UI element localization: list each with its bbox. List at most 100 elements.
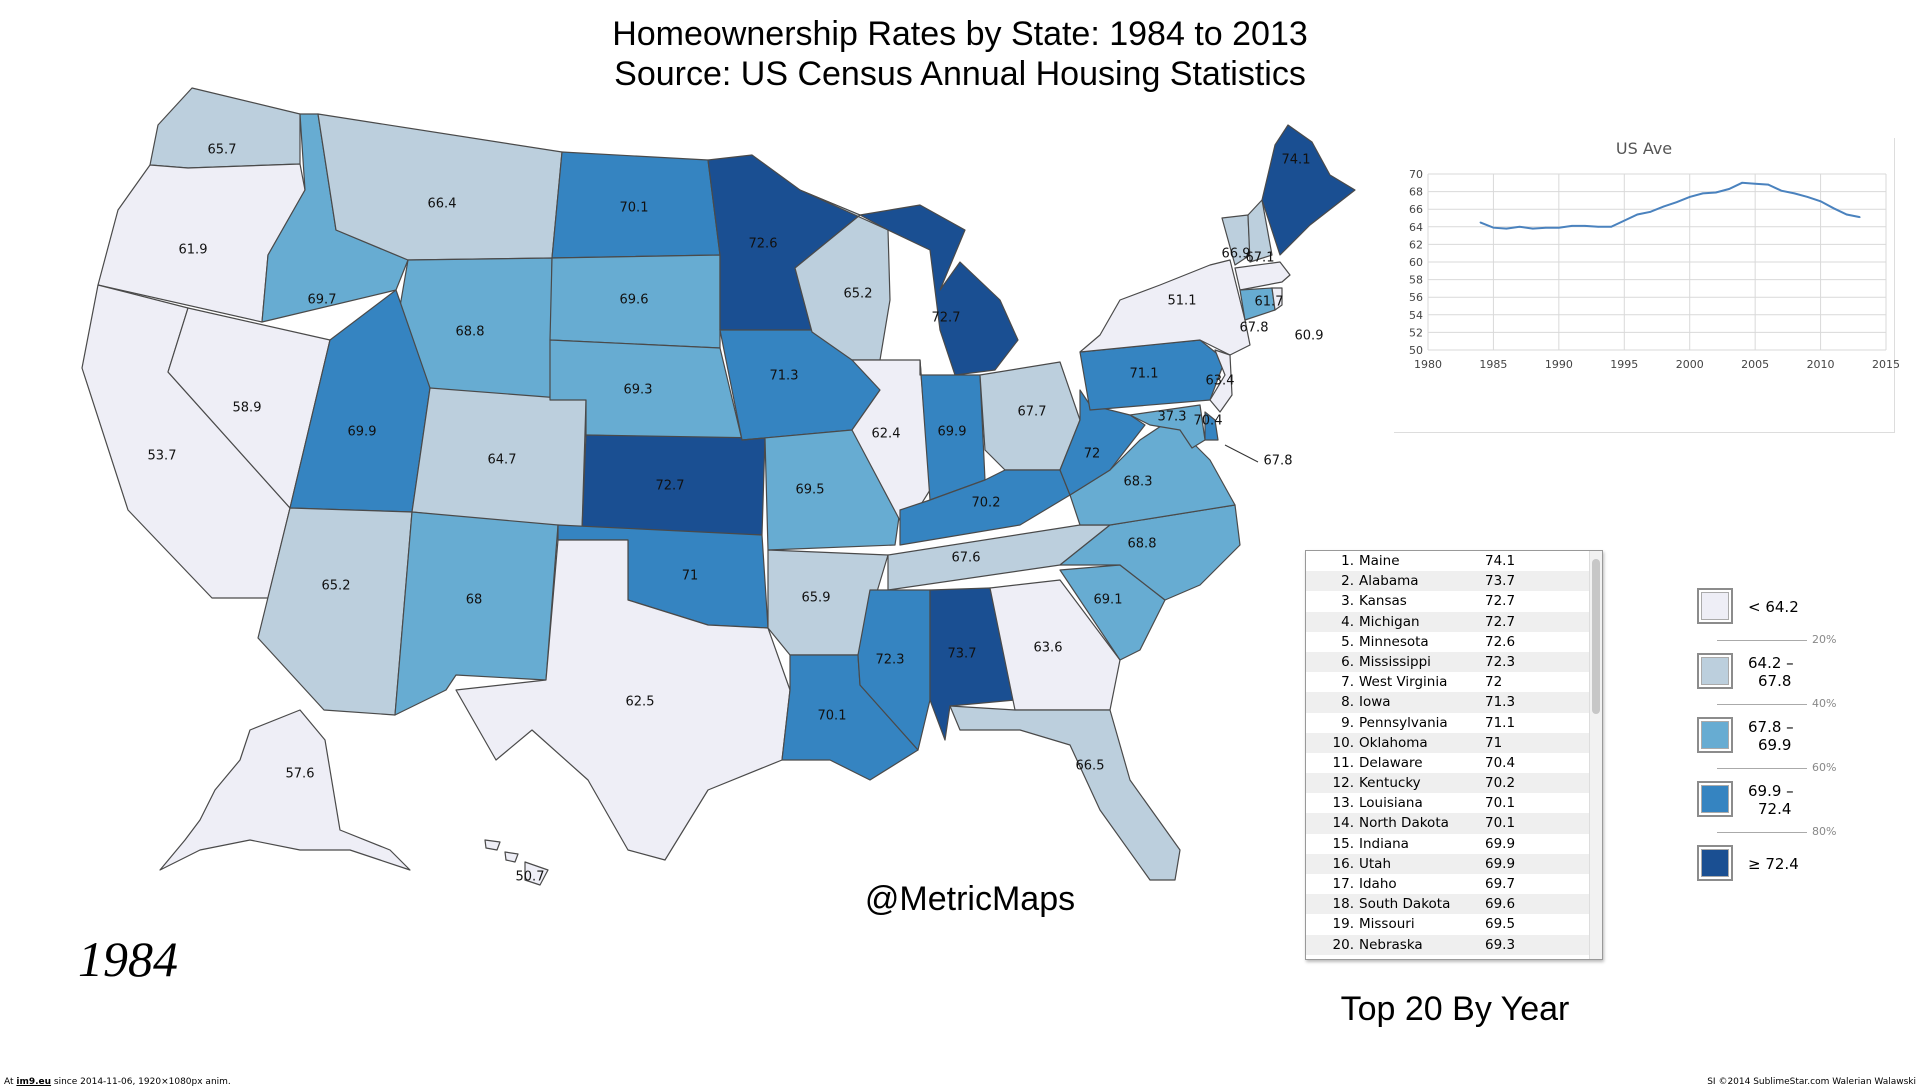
state-me [1261, 124, 1356, 256]
legend-label-1-text: < 64.2 [1748, 598, 1799, 616]
legend-swatch-1 [1697, 588, 1733, 624]
row-value: 69.6 [1485, 896, 1516, 913]
row-state-name: Missouri [1359, 916, 1415, 933]
row-value: 72.7 [1485, 613, 1516, 630]
row-value: 69.9 [1485, 835, 1516, 852]
row-state-name: Oklahoma [1359, 734, 1428, 751]
map-title: Homeownership Rates by State: 1984 to 20… [612, 15, 1308, 53]
label-la: 70.1 [818, 709, 847, 724]
label-oh: 67.7 [1018, 405, 1047, 420]
footer-left-prefix: At [4, 1077, 17, 1087]
label-pa: 71.1 [1130, 367, 1159, 382]
chart-point [1675, 201, 1678, 203]
state-mi [859, 204, 1019, 376]
row-value: 70.2 [1485, 775, 1516, 792]
chart-xtick-label: 2000 [1676, 358, 1704, 371]
legend-swatch-fill-4 [1701, 785, 1729, 813]
chart-xtick-label: 1980 [1414, 358, 1442, 371]
label-tn: 67.6 [952, 551, 981, 566]
state-ny [1079, 259, 1251, 356]
row-value: 70.1 [1485, 815, 1516, 832]
state-de [1204, 411, 1219, 441]
row-rank: 19. [1332, 916, 1354, 933]
row-rank: 13. [1332, 795, 1354, 812]
legend-label-4: 69.9 –72.4 [1748, 782, 1794, 818]
dc-callout-line [1224, 444, 1259, 463]
legend-swatch-2 [1697, 653, 1733, 689]
label-nj: 63.4 [1206, 374, 1235, 389]
row-rank: 1. [1341, 553, 1354, 569]
label-ok: 71 [682, 569, 699, 584]
chart-xtick-label: 2005 [1741, 358, 1769, 371]
row-state-name: South Dakota [1359, 896, 1451, 913]
label-dc: 37.3 [1158, 410, 1187, 425]
label-md: 67.8 [1264, 454, 1293, 469]
top20-table[interactable]: 1. Maine 74.1 2. Alabama 73.7 3. Kansas 72.7 4. Mi… [1305, 550, 1603, 960]
row-state-name: Louisiana [1359, 795, 1423, 812]
chart-point [1492, 226, 1495, 229]
table-row: 20. Nebraska 69.3 [1306, 934, 1602, 955]
table-row: 19. Missouri 69.5 [1306, 914, 1602, 934]
legend-label-4-line1: 69.9 – [1748, 782, 1794, 800]
map-subtitle: Source: US Census Annual Housing Statist… [614, 55, 1306, 93]
state-mt [317, 113, 563, 261]
chart-point [1688, 196, 1691, 198]
label-sc: 69.1 [1094, 593, 1123, 608]
row-state-name: North Dakota [1359, 815, 1449, 832]
label-ar: 65.9 [802, 591, 831, 606]
legend-swatch-fill-1 [1701, 592, 1729, 620]
chart-point [1584, 225, 1586, 227]
chart-ytick-label: 68 [1409, 186, 1423, 199]
chart-xtick-label: 2010 [1807, 358, 1835, 371]
label-vt: 67.1 [1246, 251, 1275, 266]
label-ct: 67.8 [1240, 321, 1269, 336]
label-az: 65.2 [322, 579, 351, 594]
label-nc: 68.8 [1128, 537, 1157, 552]
row-state-name: Delaware [1359, 754, 1423, 771]
chart-point [1859, 216, 1861, 218]
label-ny: 51.1 [1168, 294, 1197, 309]
footer-right: SI ©2014 SublimeStar.com Walerian Walaws… [1707, 1077, 1916, 1087]
label-ga: 63.6 [1034, 641, 1063, 656]
chart-ytick-label: 52 [1409, 326, 1423, 339]
legend-swatch-4 [1697, 781, 1733, 817]
chart-ytick-label: 62 [1409, 238, 1423, 251]
legend-label-1: < 64.2 [1748, 598, 1799, 616]
label-nd: 70.1 [620, 201, 649, 216]
label-de: 70.4 [1194, 414, 1223, 429]
scrollbar-thumb[interactable] [1592, 559, 1600, 714]
label-il: 62.4 [872, 427, 901, 442]
row-state-name: Nebraska [1359, 936, 1423, 953]
state-nj [1209, 349, 1233, 413]
row-state-name: West Virginia [1359, 674, 1448, 691]
chart-point [1806, 196, 1809, 198]
row-state-name: Mississippi [1359, 653, 1431, 670]
footer-link[interactable]: im9.eu [16, 1077, 52, 1087]
label-in: 69.9 [938, 425, 967, 440]
row-value: 71 [1485, 734, 1503, 751]
label-mn: 72.6 [749, 237, 778, 252]
chart-point [1793, 192, 1796, 195]
chart-xtick-label: 1985 [1479, 358, 1507, 371]
row-rank: 14. [1332, 815, 1354, 832]
label-wa: 65.7 [208, 143, 237, 158]
state-hi [484, 839, 549, 886]
state-ma [1234, 261, 1291, 291]
chart-ytick-label: 58 [1409, 274, 1423, 287]
label-ak: 57.6 [286, 767, 315, 782]
chart-ytick-label: 54 [1409, 309, 1423, 322]
chart-point [1571, 225, 1573, 227]
legend-divider-3 [1717, 768, 1807, 769]
label-nm: 68 [466, 593, 483, 608]
chart-point [1780, 189, 1783, 192]
label-ma: 61.7 [1255, 295, 1284, 310]
legend-label-3: 67.8 –69.9 [1748, 718, 1794, 754]
chart-xtick-label: 1995 [1610, 358, 1638, 371]
row-state-name: Minnesota [1359, 633, 1429, 650]
chart-point [1832, 207, 1835, 210]
table-scrollbar[interactable] [1589, 551, 1602, 959]
label-mi: 72.7 [932, 311, 961, 326]
legend-swatch-3 [1697, 717, 1733, 753]
chart-point [1518, 226, 1521, 228]
state-nh [1247, 199, 1273, 263]
